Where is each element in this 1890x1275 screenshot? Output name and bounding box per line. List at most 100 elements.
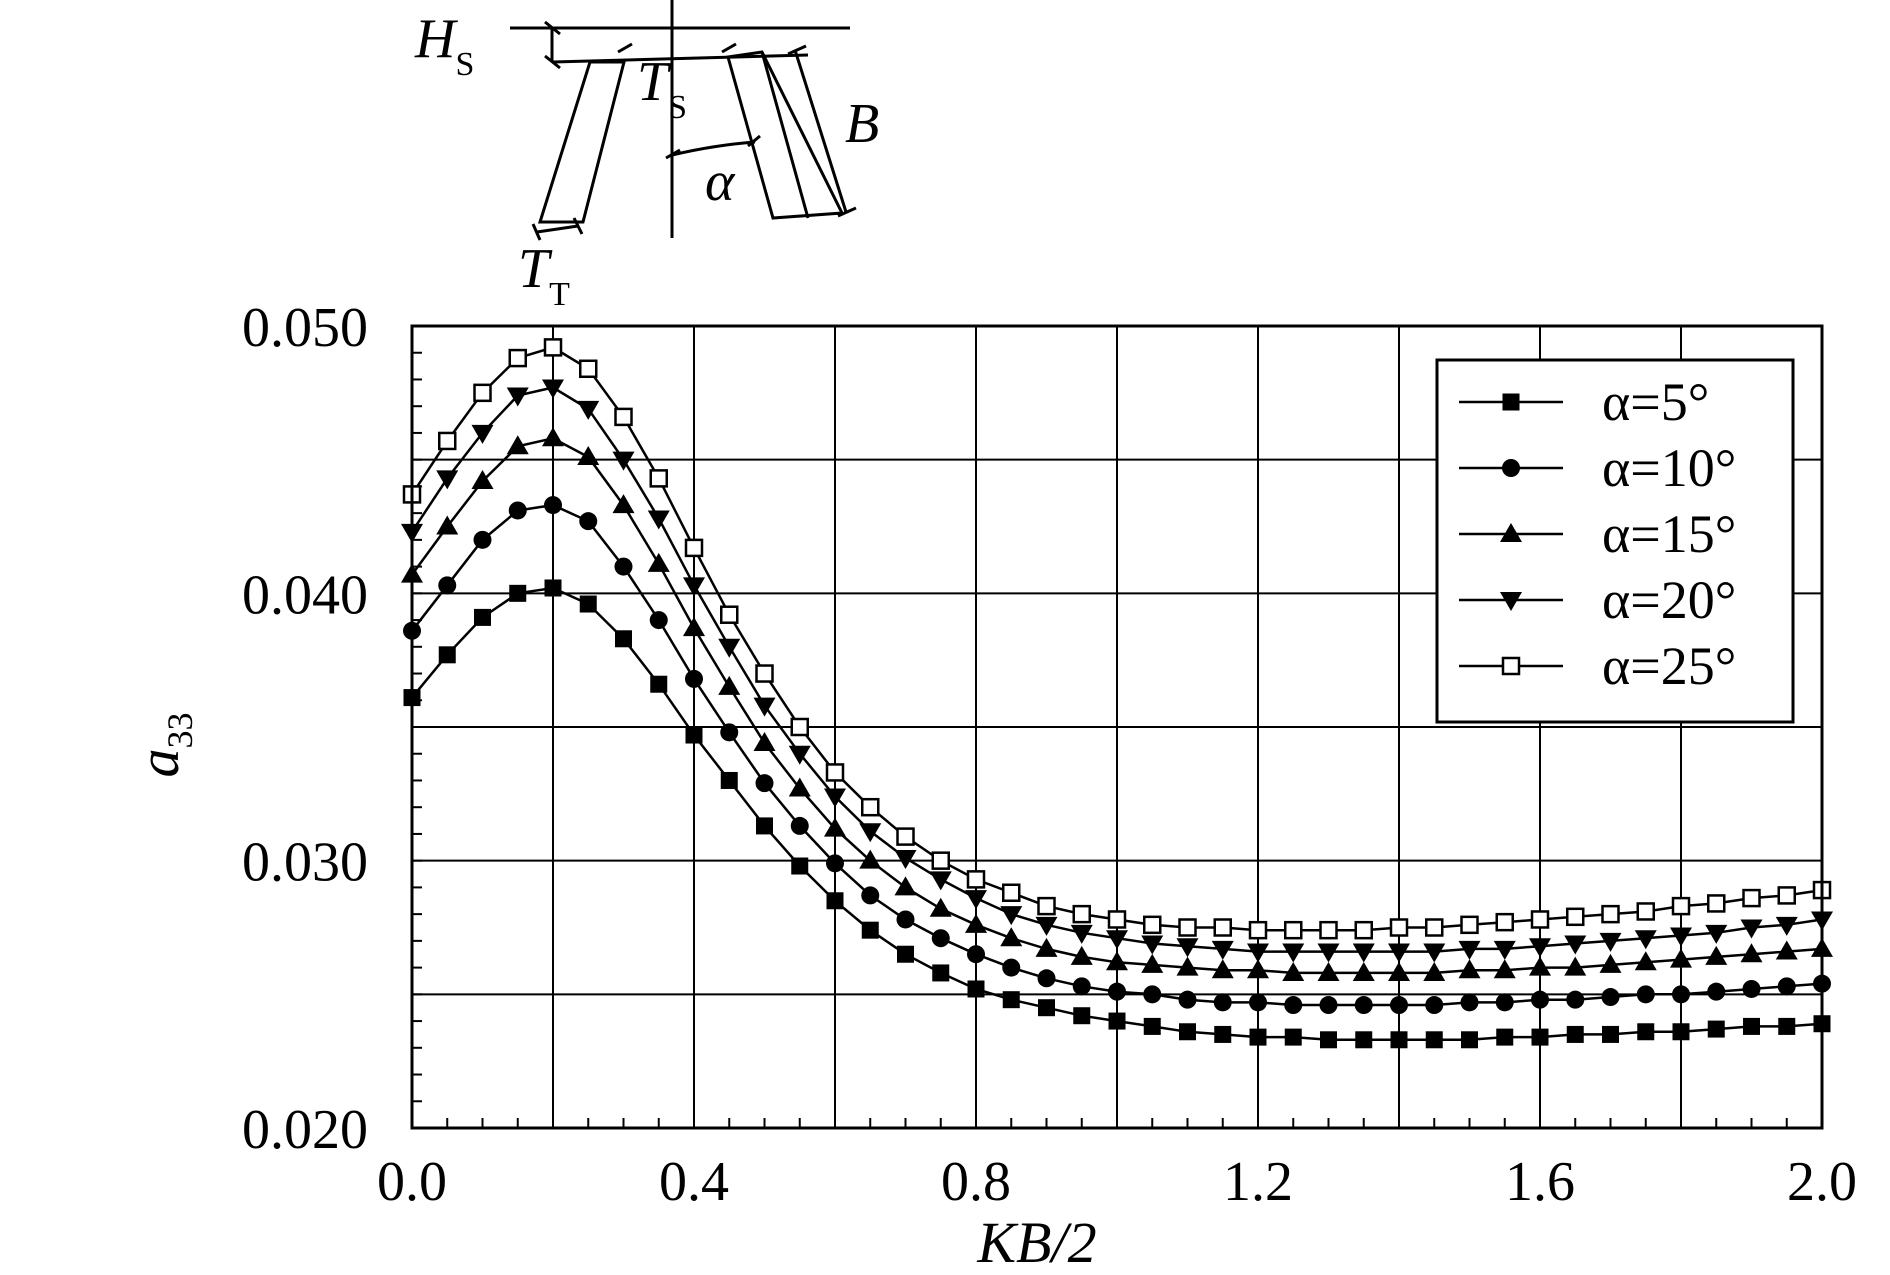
data-point bbox=[438, 431, 457, 451]
alpha-tick-left bbox=[665, 148, 681, 160]
data-point bbox=[756, 817, 773, 835]
data-point bbox=[647, 510, 670, 530]
data-point bbox=[1423, 961, 1446, 981]
data-point bbox=[542, 379, 564, 399]
data-point bbox=[932, 964, 950, 982]
data-point bbox=[1601, 904, 1620, 924]
data-point bbox=[506, 387, 529, 407]
data-point bbox=[966, 870, 986, 889]
data-point bbox=[1425, 1031, 1443, 1049]
legend-marker bbox=[1502, 393, 1520, 411]
y-axis-title: a33 bbox=[126, 713, 200, 778]
data-point bbox=[1354, 920, 1373, 940]
data-point bbox=[614, 407, 633, 427]
data-point bbox=[1073, 1007, 1091, 1025]
data-point bbox=[1493, 940, 1516, 960]
data-point bbox=[1778, 1017, 1796, 1035]
legend-marker bbox=[1501, 656, 1521, 676]
data-point bbox=[471, 424, 494, 444]
data-point bbox=[1671, 896, 1691, 916]
data-point bbox=[1002, 883, 1021, 902]
data-point bbox=[1038, 999, 1055, 1017]
data-point bbox=[1743, 1017, 1760, 1035]
data-point bbox=[1670, 927, 1692, 947]
data-point bbox=[1530, 910, 1550, 929]
x-tick-label: 0.4 bbox=[659, 1151, 729, 1213]
inset-hull-diagram bbox=[510, 0, 857, 241]
data-point bbox=[1566, 1025, 1584, 1043]
series-layer bbox=[401, 338, 1833, 1049]
data-point bbox=[861, 797, 880, 817]
data-point bbox=[577, 400, 600, 420]
label-b: B bbox=[845, 93, 879, 155]
data-point bbox=[1070, 924, 1093, 944]
data-point bbox=[755, 774, 774, 793]
tt-dimension bbox=[536, 224, 579, 234]
data-point bbox=[896, 910, 915, 929]
data-point bbox=[438, 576, 457, 595]
data-point bbox=[1775, 916, 1798, 936]
data-point bbox=[753, 732, 776, 752]
data-point bbox=[542, 427, 564, 447]
y-tick-label: 0.050 bbox=[242, 297, 368, 359]
data-point bbox=[1458, 940, 1481, 960]
data-point bbox=[1249, 993, 1267, 1012]
data-point bbox=[1425, 996, 1444, 1015]
data-point bbox=[615, 630, 632, 648]
data-point bbox=[824, 788, 846, 808]
data-point bbox=[1072, 977, 1091, 996]
data-point bbox=[1742, 979, 1761, 998]
data-point bbox=[577, 445, 600, 465]
data-point bbox=[965, 890, 987, 910]
label-tt: TT bbox=[518, 238, 570, 313]
data-point bbox=[1284, 1028, 1302, 1046]
data-point bbox=[438, 646, 456, 664]
data-point bbox=[1247, 959, 1269, 979]
data-point bbox=[826, 854, 844, 873]
data-point bbox=[683, 617, 705, 637]
data-point bbox=[1529, 938, 1551, 958]
ts-tick-left bbox=[617, 42, 633, 54]
data-point bbox=[1317, 943, 1340, 963]
data-point bbox=[1108, 1012, 1126, 1030]
data-point bbox=[1352, 961, 1375, 981]
data-point bbox=[1141, 953, 1164, 973]
data-point bbox=[718, 638, 741, 658]
tt-tick-left bbox=[531, 223, 542, 241]
data-point bbox=[1247, 943, 1269, 963]
data-point bbox=[649, 469, 668, 488]
data-point bbox=[436, 470, 459, 490]
y-tick-label: 0.040 bbox=[242, 564, 368, 626]
data-point bbox=[1566, 990, 1585, 1009]
y-tick-label: 0.020 bbox=[242, 1099, 368, 1161]
x-tick-label: 0.0 bbox=[377, 1151, 447, 1213]
data-point bbox=[1070, 945, 1093, 965]
data-point bbox=[1670, 948, 1692, 968]
data-point bbox=[896, 827, 915, 846]
data-point bbox=[1179, 1023, 1196, 1041]
data-point bbox=[967, 945, 985, 964]
data-point bbox=[1740, 943, 1763, 963]
data-point bbox=[1601, 988, 1620, 1007]
data-point bbox=[1037, 896, 1056, 916]
data-point bbox=[1636, 902, 1655, 921]
data-point bbox=[1566, 907, 1585, 927]
data-point bbox=[1143, 985, 1162, 1004]
data-point bbox=[1388, 961, 1410, 981]
data-point bbox=[824, 817, 846, 837]
data-point bbox=[790, 816, 809, 835]
data-point bbox=[1178, 990, 1197, 1009]
data-point bbox=[825, 763, 845, 782]
data-point bbox=[1529, 956, 1551, 976]
data-point bbox=[579, 595, 597, 613]
data-point bbox=[861, 886, 880, 905]
legend-marker bbox=[1502, 459, 1520, 477]
data-point bbox=[1317, 961, 1340, 981]
data-point bbox=[544, 579, 562, 597]
data-point bbox=[1002, 958, 1021, 977]
data-point bbox=[826, 892, 844, 910]
label-alpha: α bbox=[705, 151, 736, 213]
legend-label: α=5° bbox=[1602, 372, 1709, 432]
data-point bbox=[1354, 996, 1373, 1015]
data-point bbox=[1637, 1023, 1655, 1041]
